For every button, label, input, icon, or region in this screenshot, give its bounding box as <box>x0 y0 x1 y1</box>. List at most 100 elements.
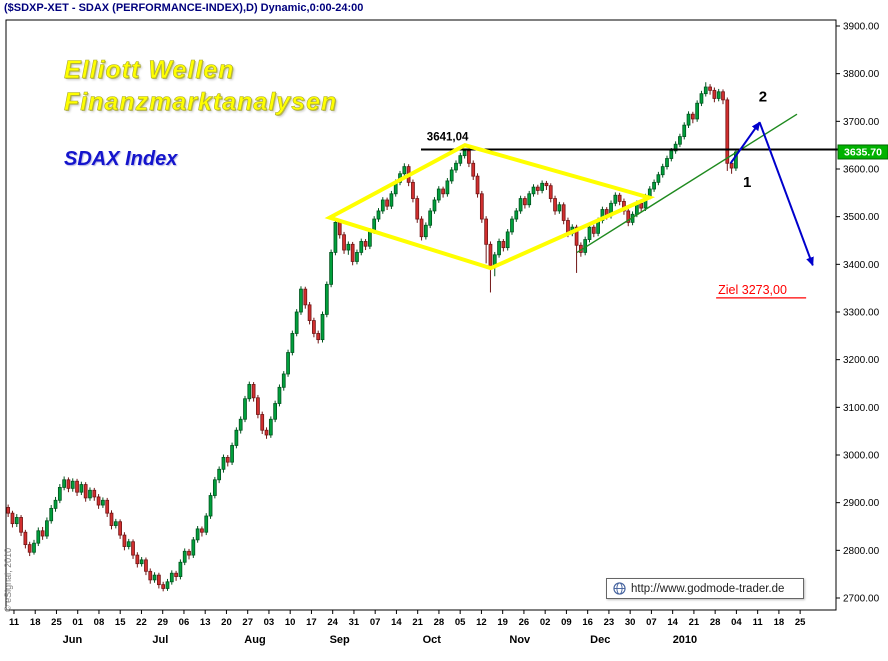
candle-body <box>27 544 32 553</box>
candle-body <box>10 512 15 525</box>
y-axis-label: 3000.00 <box>843 451 880 462</box>
x-axis-week-label: 25 <box>795 617 806 628</box>
candle-body <box>238 418 243 431</box>
candle-body <box>471 162 476 177</box>
diamond-pattern <box>324 143 656 271</box>
x-axis-month-label: Jul <box>152 634 168 646</box>
candle-body <box>337 221 342 236</box>
x-axis-week-label: 07 <box>370 617 381 628</box>
x-axis-month-label: Dec <box>590 634 610 646</box>
x-axis-week-label: 04 <box>731 617 742 628</box>
candle-body <box>230 445 234 463</box>
candle-body <box>617 194 622 202</box>
candle-body <box>574 226 579 246</box>
candle-body <box>505 231 510 249</box>
x-axis-month-label: Jun <box>63 634 83 646</box>
y-axis-label: 3200.00 <box>843 355 880 366</box>
candle-body <box>66 479 71 489</box>
candle-body <box>639 202 644 209</box>
candle-body <box>221 456 226 470</box>
candle-body <box>208 495 213 517</box>
chart-title: ($SDXP-XET - SDAX (PERFORMANCE-INDEX),D)… <box>4 2 364 14</box>
x-axis-week-label: 20 <box>221 617 232 628</box>
x-axis-week-label: 08 <box>94 617 105 628</box>
x-axis-week-label: 14 <box>667 617 678 628</box>
plot-border <box>5 19 837 611</box>
projection-arrow-up <box>729 121 761 164</box>
candle-body <box>591 226 596 234</box>
candle-body <box>101 499 105 506</box>
candle-body <box>665 158 669 168</box>
candle-body <box>19 517 23 533</box>
candle-body <box>402 166 407 175</box>
candle-body <box>553 198 557 212</box>
candle-body <box>475 175 480 195</box>
x-axis-week-label: 28 <box>710 617 721 628</box>
candle-body <box>204 515 209 533</box>
candle-body <box>333 221 338 253</box>
candle-body <box>376 210 381 220</box>
candle-body <box>75 480 79 493</box>
candle-body <box>247 384 252 400</box>
candle-body <box>286 352 290 375</box>
candle-body <box>40 530 45 537</box>
y-axis-label: 3600.00 <box>843 165 880 176</box>
candle-body <box>118 521 122 536</box>
x-axis-week-label: 21 <box>689 617 700 628</box>
x-axis-week-label: 27 <box>242 617 253 628</box>
candle-body <box>436 188 441 201</box>
watermark-line2: Finanzmarktanalysen <box>64 88 338 117</box>
candle-body <box>587 226 592 240</box>
y-axis-label: 2900.00 <box>843 498 880 509</box>
website-link-box[interactable]: http://www.godmode-trader.de <box>606 578 804 599</box>
x-axis-week-label: 21 <box>412 617 423 628</box>
candle-body <box>182 550 187 563</box>
candle-body <box>350 243 355 262</box>
candle-body <box>62 479 66 488</box>
y-axis-label: 3700.00 <box>843 117 880 128</box>
candle-body <box>294 311 299 334</box>
candle-body <box>686 113 691 126</box>
candle-body <box>501 241 506 249</box>
candle-body <box>174 572 178 577</box>
x-axis-week-label: 16 <box>582 617 593 628</box>
wave-2-label: 2 <box>759 88 767 105</box>
last-price-value: 3635.70 <box>844 146 882 158</box>
candle-body <box>445 180 450 195</box>
x-axis-week-label: 24 <box>327 617 338 628</box>
candle-body <box>277 386 282 404</box>
x-axis-week-label: 06 <box>179 617 190 628</box>
resistance-price-label: 3641,04 <box>427 131 469 143</box>
candle-body <box>368 230 372 247</box>
candle-body <box>712 89 717 99</box>
x-axis-week-label: 12 <box>476 617 487 628</box>
candle-body <box>355 252 359 262</box>
candle-body <box>535 186 540 191</box>
last-price-tag: 3635.70 <box>837 144 888 160</box>
candle-body <box>695 102 700 120</box>
candle-body <box>678 136 682 145</box>
candle-body <box>458 155 463 164</box>
x-axis-week-label: 17 <box>306 617 317 628</box>
candle-body <box>669 150 674 159</box>
candle-body <box>260 414 265 431</box>
candle-body <box>518 198 523 212</box>
projection-arrow-down <box>758 121 814 267</box>
watermark-line1: Elliott Wellen <box>64 56 235 85</box>
candle-body <box>423 224 428 238</box>
candle-body <box>557 204 562 212</box>
candle-body <box>703 86 708 95</box>
x-axis-week-label: 07 <box>646 617 657 628</box>
y-axis-label: 2800.00 <box>843 546 880 557</box>
candle-body <box>708 86 712 91</box>
candle-body <box>36 530 41 544</box>
candle-body <box>79 484 84 493</box>
candle-body <box>135 554 140 565</box>
candle-body <box>389 193 394 207</box>
candle-body <box>281 373 286 388</box>
x-axis-week-label: 11 <box>753 617 764 628</box>
candle-body <box>656 174 661 183</box>
x-axis-week-label: 02 <box>540 617 551 628</box>
candle-body <box>225 456 230 463</box>
